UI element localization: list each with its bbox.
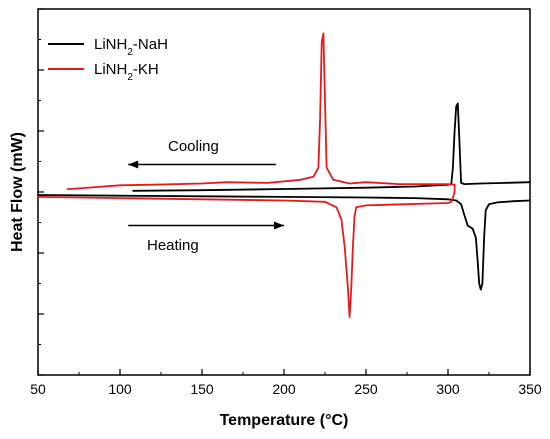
- arrow-layer: [128, 160, 284, 230]
- legend-label-nah-prefix: LiNH: [94, 36, 127, 53]
- x-tick-label-250: 250: [354, 381, 378, 397]
- legend-label-nah-suffix: -NaH: [133, 36, 168, 53]
- legend-label-nah-sub: 2: [127, 47, 133, 58]
- series-line-linh2-kh-segment-0: [37, 195, 454, 319]
- cooling-arrow-head: [128, 160, 139, 169]
- x-axis-ticks: 50 100 150 200 250 300 350: [30, 369, 542, 397]
- x-axis-title: Temperature (°C): [220, 412, 349, 429]
- legend: LiNH2-NaH LiNH2-KH: [48, 36, 168, 83]
- series-line-linh2-nah-segment-0: [37, 194, 458, 202]
- legend-label-nah: LiNH2-NaH: [94, 36, 168, 58]
- series-layer: [37, 32, 531, 319]
- x-tick-label-100: 100: [108, 381, 132, 397]
- series-line-linh2-nah-segment-2: [132, 102, 531, 192]
- heating-label: Heating: [147, 237, 199, 254]
- y-axis-ticks: [38, 8, 44, 376]
- legend-label-kh-suffix: -KH: [133, 61, 159, 78]
- cooling-label: Cooling: [168, 138, 219, 155]
- legend-label-kh-prefix: LiNH: [94, 61, 127, 78]
- x-tick-label-200: 200: [272, 381, 296, 397]
- y-axis-title: Heat Flow (mW): [9, 132, 26, 252]
- heating-arrow-head: [274, 221, 284, 230]
- x-tick-label-350: 350: [518, 381, 542, 397]
- series-line-linh2-kh-segment-1: [66, 32, 456, 200]
- x-tick-label-150: 150: [190, 381, 214, 397]
- series-line-linh2-nah-segment-1: [455, 199, 531, 291]
- x-tick-label-50: 50: [30, 381, 46, 397]
- legend-label-kh-sub: 2: [127, 72, 133, 83]
- legend-label-kh: LiNH2-KH: [94, 61, 159, 83]
- x-tick-label-300: 300: [436, 381, 460, 397]
